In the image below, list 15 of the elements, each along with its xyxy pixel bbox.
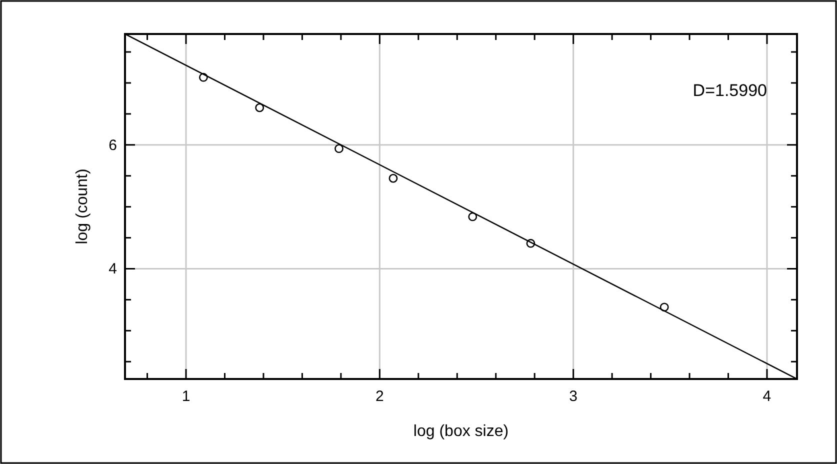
x-tick-label: 1 <box>182 388 190 405</box>
annotation: D=1.5990 <box>692 81 767 100</box>
x-axis-title: log (box size) <box>413 423 509 440</box>
y-axis-title: log (count) <box>74 168 91 244</box>
x-tick-label: 3 <box>569 388 578 405</box>
y-tick-label: 6 <box>108 136 117 154</box>
x-tick-label: 2 <box>375 388 384 405</box>
point <box>255 103 264 112</box>
x-tick-label: 4 <box>762 388 772 405</box>
point <box>468 212 478 222</box>
point <box>526 238 536 248</box>
point <box>334 144 344 154</box>
point <box>198 72 208 82</box>
point <box>660 302 669 312</box>
point <box>388 174 398 183</box>
